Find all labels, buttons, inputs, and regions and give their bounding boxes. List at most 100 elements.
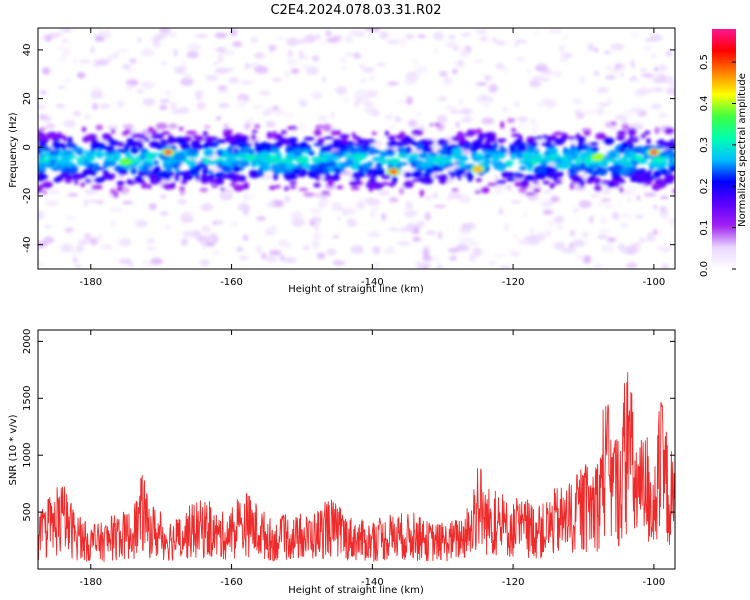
- heatmap-cell: [421, 266, 429, 269]
- heatmap-cell: [317, 138, 325, 144]
- heatmap-x-tick-label: -160: [220, 277, 243, 288]
- heatmap-cell: [563, 35, 569, 41]
- heatmap-cell: [629, 141, 634, 149]
- heatmap-cell: [298, 99, 308, 108]
- heatmap-cell: [369, 76, 375, 80]
- heatmap-cell: [433, 204, 447, 208]
- heatmap-cell: [514, 101, 520, 108]
- heatmap-cell: [174, 162, 181, 168]
- heatmap-cell: [572, 150, 582, 155]
- heatmap-cell: [115, 165, 122, 171]
- heatmap-cell: [309, 208, 317, 213]
- heatmap-cell: [399, 131, 406, 139]
- heatmap-cell: [473, 59, 483, 63]
- heatmap-cell: [236, 98, 247, 108]
- heatmap-cell: [147, 154, 152, 163]
- heatmap-cell: [387, 136, 395, 140]
- heatmap-cell: [72, 257, 78, 264]
- heatmap-cell: [611, 68, 620, 73]
- heatmap-cell: [543, 190, 552, 194]
- heatmap-cell: [303, 192, 315, 198]
- heatmap-cell: [49, 159, 57, 166]
- heatmap-cell: [284, 70, 290, 79]
- heatmap-cell: [511, 199, 521, 204]
- heatmap-cell: [254, 156, 263, 161]
- heatmap-cell: [652, 34, 658, 43]
- heatmap-cell: [174, 174, 180, 182]
- heatmap-cell: [170, 102, 178, 110]
- heatmap-cell: [580, 75, 586, 84]
- heatmap-cell: [160, 193, 167, 199]
- heatmap-cell: [653, 157, 665, 163]
- heatmap-cell: [645, 236, 657, 242]
- heatmap-cell: [594, 47, 599, 53]
- heatmap-cell: [353, 135, 358, 141]
- heatmap-cell: [59, 28, 65, 35]
- heatmap-cell: [327, 179, 334, 188]
- heatmap-cell: [76, 72, 86, 79]
- heatmap-cell: [366, 172, 371, 178]
- heatmap-cell: [664, 174, 675, 181]
- heatmap-cell: [216, 220, 223, 225]
- heatmap-cell: [471, 151, 476, 158]
- heatmap-cell: [343, 151, 350, 158]
- heatmap-cell: [310, 216, 322, 223]
- heatmap-cell: [191, 142, 199, 150]
- heatmap-cell: [501, 171, 510, 179]
- heatmap-cell: [539, 98, 554, 103]
- heatmap-cell: [38, 105, 47, 109]
- heatmap-cell: [445, 40, 457, 49]
- colorbar-ticks: 0.0 0.1 0.2 0.3 0.4 0.5: [699, 54, 736, 277]
- heatmap-cell: [151, 38, 161, 42]
- colorbar-tick-label: 0.3: [699, 137, 710, 153]
- heatmap-cell: [66, 168, 78, 174]
- heatmap-cell: [559, 45, 565, 52]
- heatmap-cell: [561, 155, 569, 160]
- heatmap-cell: [183, 73, 192, 77]
- heatmap-cell: [309, 166, 316, 172]
- heatmap-cell: [280, 130, 287, 135]
- heatmap-cell: [616, 135, 626, 141]
- heatmap-cell: [422, 145, 431, 153]
- heatmap-cell: [622, 117, 627, 124]
- heatmap-cell: [112, 51, 119, 59]
- heatmap-cell: [243, 191, 249, 198]
- heatmap-cell: [510, 250, 521, 257]
- heatmap-cell: [57, 131, 62, 139]
- heatmap-cell: [147, 126, 155, 133]
- heatmap-x-tick-label: -120: [502, 277, 525, 288]
- heatmap-cell: [671, 188, 675, 194]
- heatmap-cell: [611, 164, 623, 173]
- heatmap-cell: [259, 90, 271, 96]
- heatmap-cell: [405, 34, 414, 39]
- heatmap-cell: [244, 62, 250, 70]
- heatmap-cell: [604, 204, 614, 209]
- heatmap-cell: [529, 79, 541, 88]
- colorbar-tick-label: 0.0: [699, 261, 710, 277]
- heatmap-cell: [424, 212, 432, 221]
- heatmap-cell: [100, 244, 114, 250]
- heatmap-cell: [546, 147, 558, 155]
- heatmap-cell: [129, 58, 137, 64]
- heatmap-cell: [534, 173, 543, 178]
- heatmap-cell: [93, 177, 105, 183]
- heatmap-cell: [665, 87, 675, 95]
- heatmap-cell: [295, 167, 300, 175]
- heatmap-cell: [62, 136, 67, 142]
- heatmap-cell: [630, 59, 636, 69]
- heatmap-cell: [509, 161, 514, 165]
- heatmap-cell: [654, 126, 660, 135]
- heatmap-cell: [610, 43, 625, 51]
- heatmap-cell: [410, 80, 418, 84]
- heatmap-cell: [154, 165, 161, 174]
- heatmap-cell: [563, 147, 568, 153]
- heatmap-cell: [528, 159, 539, 165]
- heatmap-cell: [265, 121, 276, 128]
- heatmap-cell: [570, 229, 575, 237]
- heatmap-cell: [110, 188, 116, 194]
- heatmap-hotspot: [123, 159, 129, 164]
- heatmap-cell: [332, 235, 340, 239]
- heatmap-cell: [458, 161, 465, 170]
- heatmap-cell: [572, 153, 577, 161]
- heatmap-cell: [533, 148, 539, 155]
